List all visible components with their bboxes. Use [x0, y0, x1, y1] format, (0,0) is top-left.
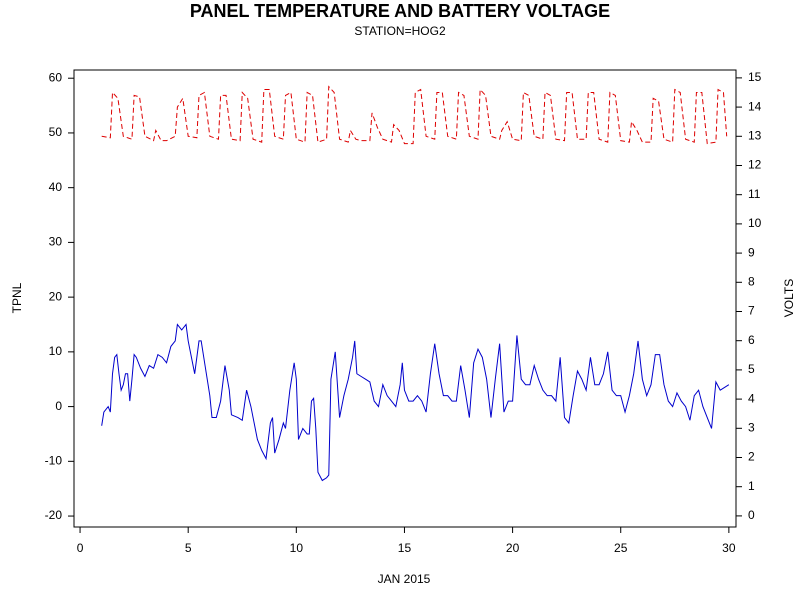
x-tick-label: 15: [398, 541, 412, 555]
series-line: [101, 323, 730, 482]
y-tick-label: 30: [49, 235, 63, 249]
x-tick-label: 10: [290, 541, 304, 555]
y-tick-label: 40: [49, 180, 63, 194]
chart-subtitle: STATION=HOG2: [354, 24, 446, 38]
y2-tick-label: 13: [748, 128, 762, 142]
y2-axis-label: VOLTS: [782, 279, 796, 317]
y-tick-label: -10: [45, 453, 63, 467]
y-tick-label: 60: [49, 70, 63, 84]
y-tick-label: 50: [49, 125, 63, 139]
y2-tick-label: 7: [748, 304, 755, 318]
y2-tick-label: 15: [748, 70, 762, 84]
y2-tick-label: 9: [748, 245, 755, 259]
x-tick-label: 30: [722, 541, 736, 555]
y2-tick-label: 14: [748, 99, 762, 113]
y2-tick-label: 3: [748, 420, 755, 434]
y2-tick-label: 0: [748, 508, 755, 522]
x-tick-label: 5: [185, 541, 192, 555]
y-tick-label: 20: [49, 289, 63, 303]
x-tick-label: 25: [614, 541, 628, 555]
y2-tick-label: 10: [748, 216, 762, 230]
y2-tick-label: 5: [748, 362, 755, 376]
y-tick-label: 0: [55, 399, 62, 413]
series-line: [101, 85, 728, 145]
plot-frame: [73, 69, 737, 528]
y2-tick-label: 4: [748, 391, 755, 405]
y2-tick-label: 2: [748, 450, 755, 464]
y2-tick-label: 6: [748, 333, 755, 347]
y2-tick-label: 8: [748, 274, 755, 288]
y-tick-label: -20: [45, 508, 63, 522]
chart-title: PANEL TEMPERATURE AND BATTERY VOLTAGE: [190, 1, 610, 21]
y2-tick-label: 1: [748, 479, 755, 493]
x-axis-label: JAN 2015: [378, 572, 431, 586]
y-tick-label: 10: [49, 344, 63, 358]
y2-tick-label: 11: [748, 187, 761, 201]
y2-tick-label: 12: [748, 158, 762, 172]
y-axis-label: TPNL: [10, 282, 24, 313]
x-tick-label: 20: [506, 541, 520, 555]
x-tick-label: 0: [77, 541, 84, 555]
